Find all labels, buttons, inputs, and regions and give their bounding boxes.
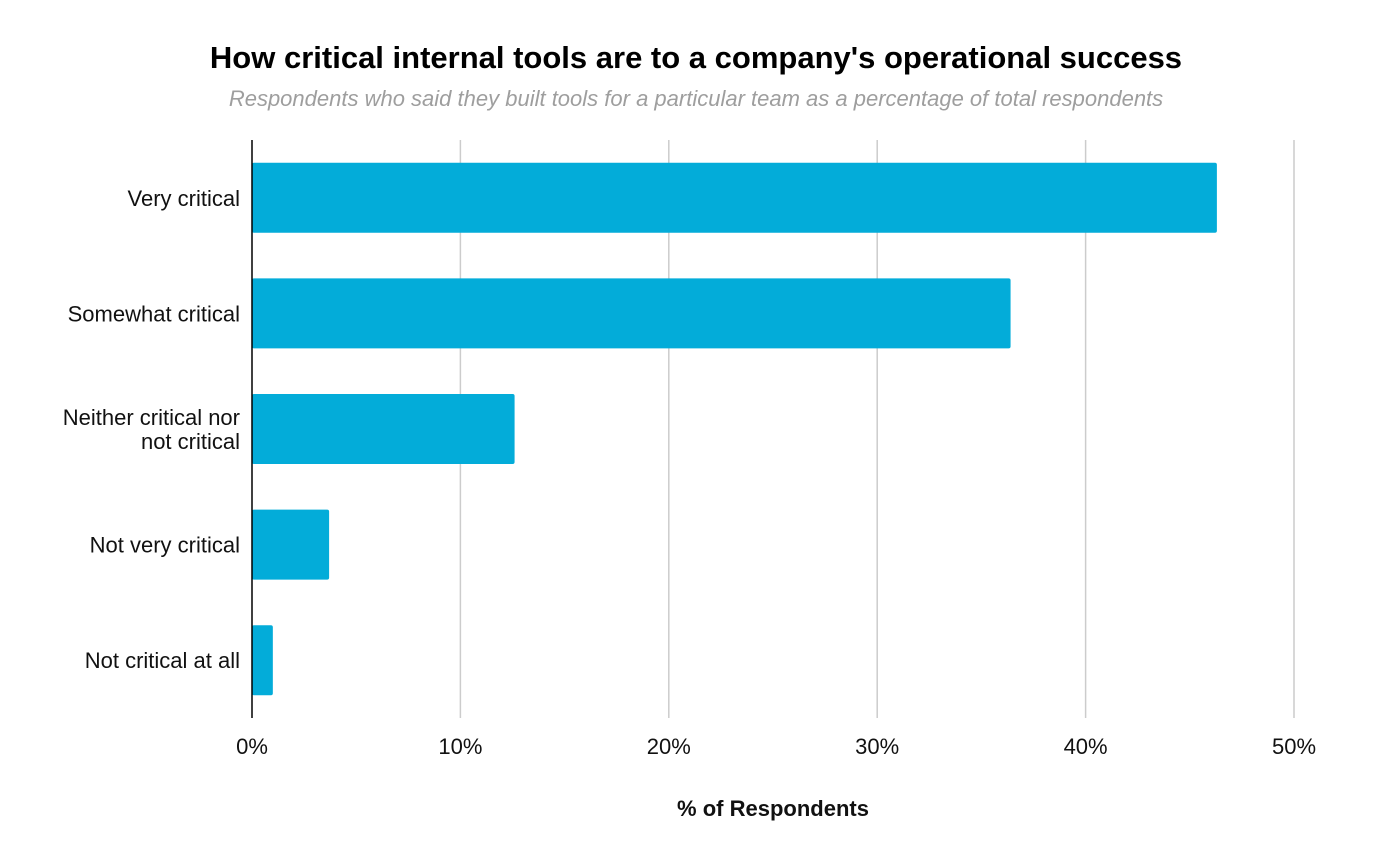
category-label: Neither critical nor [63, 405, 240, 430]
bar [252, 625, 273, 696]
chart-subtitle: Respondents who said they built tools fo… [229, 86, 1163, 111]
category-labels: Very critical Somewhat critical Neither cr… [63, 186, 240, 673]
bar [252, 509, 330, 580]
category-label: Somewhat critical [68, 301, 240, 326]
x-tick-label: 10% [438, 734, 482, 759]
x-axis-title: % of Respondents [677, 796, 869, 821]
category-label: not critical [141, 429, 240, 454]
x-tick-label: 0% [236, 734, 268, 759]
x-tick-label: 50% [1272, 734, 1316, 759]
x-tick-label: 30% [855, 734, 899, 759]
gridlines [459, 140, 1295, 718]
chart-title: How critical internal tools are to a com… [210, 40, 1182, 75]
bar [252, 394, 515, 464]
x-tick-label: 20% [647, 734, 691, 759]
bars [252, 162, 1217, 696]
category-label: Very critical [128, 186, 240, 211]
category-label: Not critical at all [85, 648, 240, 673]
bar [252, 162, 1217, 233]
bar [252, 278, 1011, 349]
category-label: Not very critical [90, 533, 240, 558]
x-tick-label: 40% [1064, 734, 1108, 759]
x-tick-labels: 0% 10% 20% 30% 40% 50% [236, 734, 1316, 759]
